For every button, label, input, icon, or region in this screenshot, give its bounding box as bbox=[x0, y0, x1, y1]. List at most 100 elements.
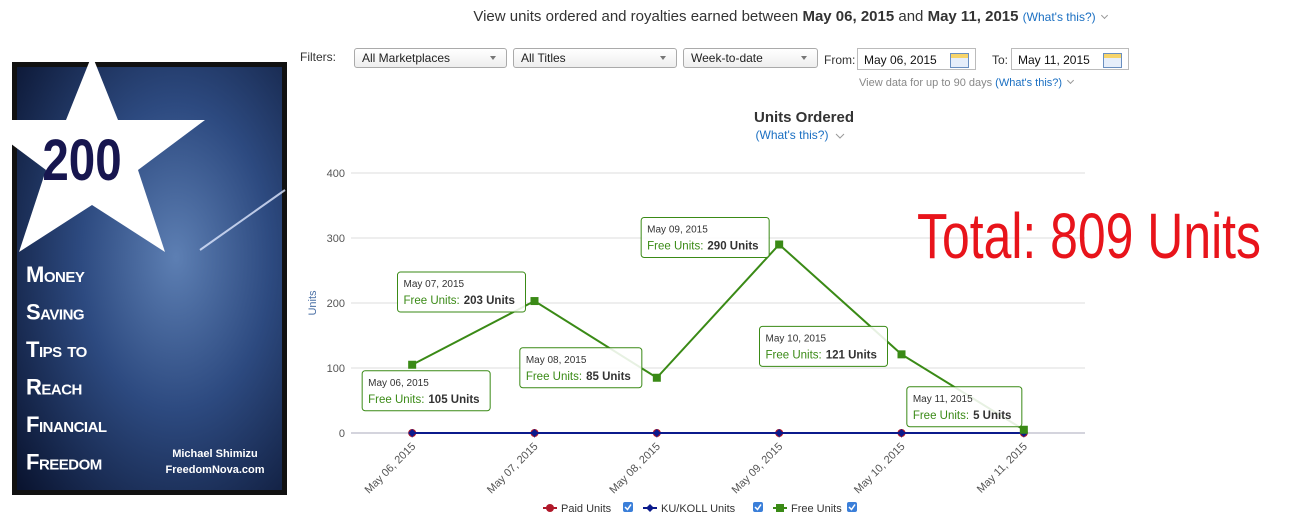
from-date-text: May 06, 2015 bbox=[864, 53, 937, 67]
marker bbox=[546, 504, 554, 512]
tooltip bbox=[361, 370, 491, 412]
marketplace-select[interactable]: All Marketplaces bbox=[354, 48, 507, 68]
tooltip-date: May 07, 2015 bbox=[404, 279, 465, 290]
y-tick-label: 100 bbox=[327, 363, 345, 375]
titles-select[interactable]: All Titles bbox=[513, 48, 677, 68]
from-date[interactable]: May 06, 2015 bbox=[857, 48, 976, 70]
cover-author: Michael Shimizu bbox=[172, 448, 258, 460]
tooltip-series: Free Units: bbox=[368, 394, 424, 406]
cover-line: Reach bbox=[26, 375, 82, 400]
x-tick-label: May 09, 2015 bbox=[730, 441, 786, 497]
tooltip-number: 5 Units bbox=[973, 410, 1011, 422]
tooltip-value: Free Units: 203 Units bbox=[404, 295, 515, 307]
x-tick-label: May 08, 2015 bbox=[607, 441, 663, 497]
marker bbox=[408, 429, 417, 437]
marker bbox=[530, 429, 539, 437]
cover-site: FreedomNova.com bbox=[165, 464, 264, 476]
marker bbox=[652, 429, 661, 437]
check-mark bbox=[848, 504, 856, 511]
marker bbox=[1019, 429, 1028, 437]
help-link[interactable]: (What's this?) bbox=[1022, 10, 1096, 24]
legend-label: KU/KOLL Units bbox=[661, 503, 736, 515]
tooltip-date: May 11, 2015 bbox=[913, 394, 973, 405]
tooltip-series: Free Units: bbox=[526, 371, 582, 383]
check-mark bbox=[624, 504, 632, 511]
check-mark bbox=[754, 504, 762, 511]
help-link[interactable]: (What's this?) bbox=[995, 77, 1063, 89]
marker bbox=[530, 297, 539, 306]
marker bbox=[646, 504, 654, 512]
marker bbox=[776, 504, 784, 512]
note-text: View data for up to 90 days bbox=[859, 77, 993, 89]
marker bbox=[775, 429, 784, 437]
legend-checkbox[interactable] bbox=[623, 502, 633, 512]
cover-line: Saving bbox=[26, 300, 84, 325]
from-label: From: bbox=[824, 53, 856, 67]
legend-checkbox[interactable] bbox=[847, 502, 857, 512]
cover-frame bbox=[12, 62, 287, 495]
shooting-star bbox=[199, 189, 286, 251]
tooltip-date: May 09, 2015 bbox=[647, 225, 708, 236]
chart-title: Units Ordered bbox=[754, 109, 854, 126]
to-label: To: bbox=[992, 53, 1009, 67]
marker bbox=[775, 240, 784, 249]
tooltip-number: 121 Units bbox=[826, 349, 877, 361]
filters-label: Filters: bbox=[300, 50, 336, 64]
period-select[interactable]: Week-to-date bbox=[683, 48, 818, 68]
cover-line: Tips to bbox=[26, 337, 88, 362]
y-tick-label: 300 bbox=[327, 233, 345, 245]
tooltip-number: 105 Units bbox=[428, 394, 479, 406]
header-text: and bbox=[898, 8, 924, 25]
x-tick-label: May 11, 2015 bbox=[975, 441, 1030, 496]
tooltip-date: May 08, 2015 bbox=[526, 355, 587, 366]
marker bbox=[408, 360, 417, 369]
marker bbox=[652, 429, 661, 437]
cover-line: Freedom bbox=[26, 450, 102, 475]
y-tick-label: 0 bbox=[339, 428, 345, 440]
to-date-text: May 11, 2015 bbox=[1018, 53, 1090, 67]
tooltip-value: Free Units: 5 Units bbox=[913, 410, 1012, 422]
cover-number: 200 bbox=[42, 129, 121, 194]
cover-line: Financial bbox=[26, 412, 107, 437]
tooltip-value: Free Units: 85 Units bbox=[526, 371, 631, 383]
tooltip-series: Free Units: bbox=[766, 349, 822, 361]
chevron bbox=[835, 133, 845, 139]
tooltip-value: Free Units: 121 Units bbox=[766, 349, 877, 361]
tooltip-date: May 10, 2015 bbox=[766, 333, 827, 344]
tooltip bbox=[397, 271, 526, 313]
tooltip-value: Free Units: 105 Units bbox=[368, 394, 479, 406]
tooltip bbox=[759, 325, 888, 367]
marker bbox=[1019, 425, 1028, 434]
marker bbox=[897, 429, 906, 437]
x-tick-label: May 07, 2015 bbox=[485, 441, 541, 497]
start-date: May 06, 2015 bbox=[802, 8, 895, 25]
x-tick-label: May 10, 2015 bbox=[852, 441, 908, 497]
book-cover: 200 Money Saving Tips to Reach Financial Free… bbox=[0, 55, 287, 495]
tooltip bbox=[906, 386, 1023, 428]
chart-subtitle[interactable]: (What's this?) bbox=[756, 128, 829, 142]
legend-label: Free Units bbox=[791, 503, 842, 515]
y-axis-label: Units bbox=[307, 290, 319, 316]
tooltip-number: 85 Units bbox=[586, 371, 631, 383]
tooltip bbox=[640, 217, 770, 258]
legend-label: Paid Units bbox=[561, 503, 612, 515]
marker bbox=[530, 429, 539, 437]
series-line bbox=[411, 243, 1025, 431]
marker bbox=[652, 373, 661, 382]
legend-checkbox[interactable] bbox=[753, 502, 763, 512]
tooltip-number: 290 Units bbox=[707, 241, 758, 253]
tooltip-value: Free Units: 290 Units bbox=[647, 241, 758, 253]
marker bbox=[897, 429, 906, 437]
cover-sky bbox=[17, 67, 282, 490]
header: View units ordered and royalties earned … bbox=[0, 8, 1306, 25]
cover-line: Money bbox=[26, 262, 85, 287]
to-date[interactable]: May 11, 2015 bbox=[1011, 48, 1129, 70]
total-annotation: Total: 809 Units bbox=[917, 201, 1261, 272]
tooltip-series: Free Units: bbox=[647, 241, 703, 253]
tooltip-date: May 06, 2015 bbox=[368, 378, 429, 389]
y-tick-label: 200 bbox=[327, 298, 345, 310]
marker bbox=[775, 429, 784, 437]
y-tick-label: 400 bbox=[327, 168, 345, 180]
